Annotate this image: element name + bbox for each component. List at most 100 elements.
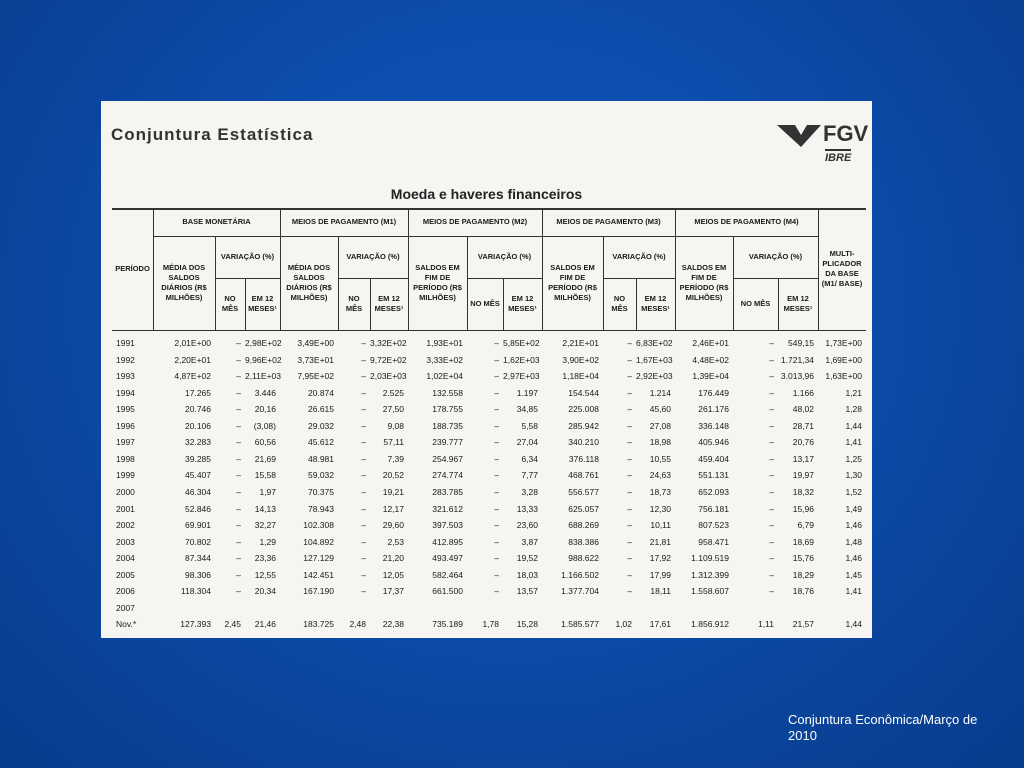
data-cell: 1.884.847 — [675, 633, 729, 638]
data-cell: 127.129 — [303, 553, 334, 564]
period-cell: 2000 — [116, 486, 135, 497]
data-cell: 1,50 — [733, 633, 774, 638]
data-cell: 756.181 — [698, 503, 729, 514]
period-cell: 2002 — [116, 520, 135, 531]
rule — [408, 208, 409, 330]
year-header: EM 12 MESES¹ — [783, 294, 813, 313]
data-cell: 20,93 — [778, 633, 814, 638]
data-cell: – — [769, 486, 774, 497]
data-cell: 1,69E+00 — [825, 354, 862, 365]
data-cell: 5,85E+02 — [503, 338, 540, 348]
data-cell: 468.761 — [568, 470, 599, 481]
data-cell: 178.755 — [432, 404, 463, 415]
data-cell: 21,57 — [792, 619, 814, 630]
data-cell: – — [627, 420, 632, 431]
data-cell: – — [627, 354, 632, 365]
data-cell: – — [236, 404, 241, 415]
data-cell: 688.269 — [568, 520, 599, 531]
data-cell: 29,60 — [382, 520, 404, 531]
data-cell: 7,39 — [387, 453, 404, 464]
data-cell: 397.503 — [432, 520, 463, 531]
data-cell: – — [236, 520, 241, 531]
data-cell: 2,46E+01 — [692, 338, 729, 348]
data-cell: – — [769, 586, 774, 597]
data-cell: – — [494, 536, 499, 547]
period-cell: 2004 — [116, 553, 135, 564]
data-cell: – — [494, 338, 499, 348]
rule — [112, 208, 866, 210]
month-header: NO MÊS — [345, 294, 363, 313]
data-cell: 32.283 — [185, 437, 211, 448]
data-cell: 4,48E+02 — [692, 354, 729, 365]
data-cell: 20.106 — [185, 420, 211, 431]
data-cell: 321.612 — [432, 503, 463, 514]
data-cell: 142.451 — [303, 569, 334, 580]
data-cell: – — [494, 553, 499, 564]
data-cell: 1,49 — [845, 503, 862, 514]
data-cell: 625.057 — [568, 503, 599, 514]
data-cell: 652.093 — [698, 486, 729, 497]
data-cell: 59.032 — [308, 470, 334, 481]
rule — [675, 208, 676, 330]
data-cell: 22,38 — [382, 619, 404, 630]
data-cell: 45.407 — [185, 470, 211, 481]
rule — [542, 236, 675, 237]
variation-header: VARIAÇÃO (%) — [612, 252, 666, 261]
data-cell: – — [494, 569, 499, 580]
rule — [153, 208, 154, 330]
data-cell: – — [769, 338, 774, 348]
data-cell: 18,76 — [792, 586, 814, 597]
data-cell: 69.901 — [185, 520, 211, 531]
data-cell: 15,76 — [792, 553, 814, 564]
data-cell: 2,92E+03 — [636, 371, 673, 382]
data-cell: 261.176 — [698, 404, 729, 415]
data-cell: 274.774 — [432, 470, 463, 481]
rule — [408, 236, 542, 237]
data-cell: 29.032 — [308, 420, 334, 431]
data-cell: 19,97 — [792, 470, 814, 481]
data-cell: – — [236, 338, 241, 348]
data-cell: 735.189 — [432, 619, 463, 630]
level-header: MÉDIA DOS SALDOS DIÁRIOS (R$ MILHÕES) — [286, 263, 332, 302]
rule — [280, 236, 408, 237]
data-cell: 21,42 — [245, 633, 276, 638]
data-cell: 1,97 — [259, 486, 276, 497]
data-cell: 98.306 — [185, 569, 211, 580]
data-cell: 2,03E+03 — [370, 371, 407, 382]
data-cell: 143.642 — [153, 633, 211, 638]
data-cell: 17.265 — [185, 387, 211, 398]
data-cell: 9,96E+02 — [245, 354, 282, 365]
data-cell: 21,69 — [254, 453, 276, 464]
data-cell: 958.471 — [698, 536, 729, 547]
level-header: MÉDIA DOS SALDOS DIÁRIOS (R$ MILHÕES) — [161, 263, 207, 302]
data-cell: 27,08 — [649, 420, 671, 431]
table-title: Moeda e haveres financeiros — [390, 186, 583, 202]
data-cell: 6,79 — [797, 520, 814, 531]
rule — [503, 278, 504, 330]
data-cell: 46.304 — [185, 486, 211, 497]
data-cell: 2,45 — [224, 619, 241, 630]
data-cell: 4,87E+02 — [174, 371, 211, 382]
data-cell: 15,96 — [792, 503, 814, 514]
data-cell: 21,20 — [382, 553, 404, 564]
logo-text: FGV — [823, 121, 869, 146]
data-cell: 17,41 — [636, 633, 671, 638]
data-cell: 1,44 — [845, 619, 862, 630]
data-cell: 1.377.704 — [561, 586, 599, 597]
data-cell: 15,58 — [254, 470, 276, 481]
data-cell: 9,08 — [387, 420, 404, 431]
data-cell: – — [361, 437, 366, 448]
data-cell: 18,29 — [792, 569, 814, 580]
data-cell: 376.118 — [568, 453, 599, 464]
period-cell: 1998 — [116, 453, 135, 464]
data-cell: 1.197 — [516, 387, 538, 398]
variation-header: VARIAÇÃO (%) — [220, 252, 275, 261]
data-cell: 39.285 — [185, 453, 211, 464]
data-cell: 70.802 — [185, 536, 211, 547]
data-cell: – — [769, 453, 774, 464]
data-cell: 1.585.577 — [561, 619, 599, 630]
data-cell: 1.617.618 — [542, 633, 599, 638]
data-cell: 225.008 — [568, 404, 599, 415]
data-cell: 45,60 — [649, 404, 671, 415]
period-header: PERÍODO — [115, 264, 150, 273]
